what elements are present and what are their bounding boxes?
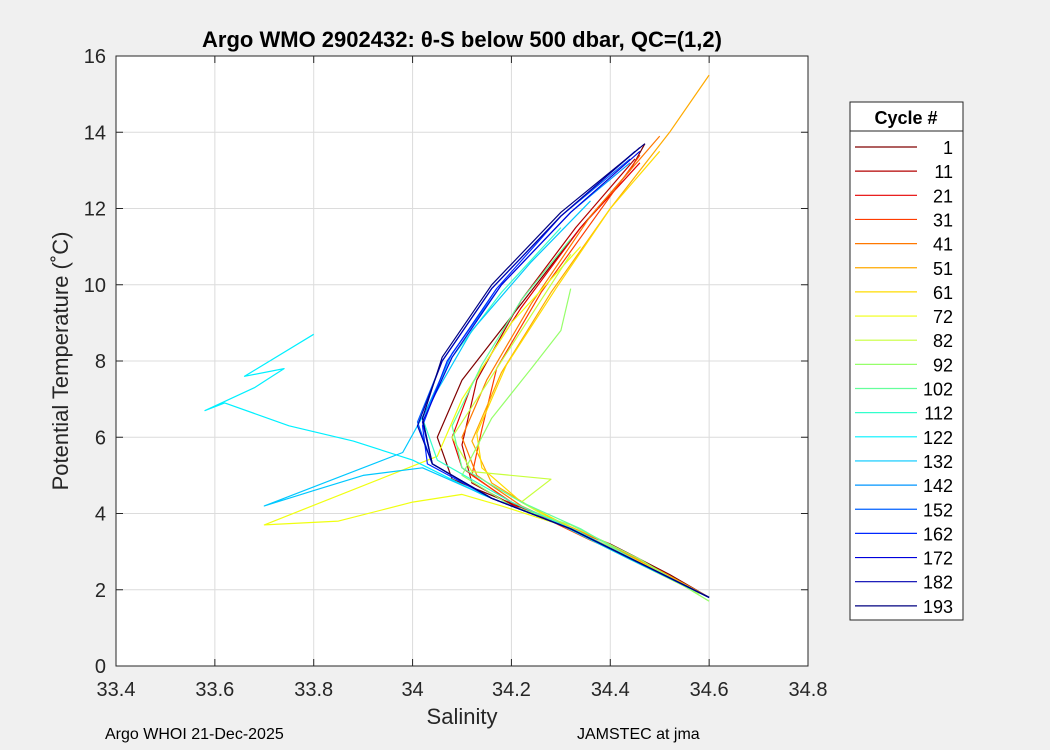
legend-label: 152 xyxy=(923,500,953,520)
y-axis: 0 2 4 6 8 10 12 14 16 xyxy=(84,46,808,678)
y-tick-label: 0 xyxy=(95,656,106,678)
legend-label: 142 xyxy=(923,476,953,496)
legend-label: 92 xyxy=(933,355,953,375)
x-tick-label: 34.6 xyxy=(690,679,729,701)
legend-entries: 1112131415161728292102112122132142152162… xyxy=(855,138,953,617)
y-tick-label: 14 xyxy=(84,122,106,144)
x-tick-label: 33.4 xyxy=(97,679,136,701)
legend-label: 193 xyxy=(923,597,953,617)
series-line-cycle-193 xyxy=(421,143,710,598)
x-axis-label: Salinity xyxy=(427,704,498,729)
legend-label: 102 xyxy=(923,380,953,400)
series-line-cycle-102 xyxy=(451,238,710,598)
legend: Cycle # 11121314151617282921021121221321… xyxy=(849,101,964,621)
x-tick-label: 33.8 xyxy=(294,679,333,701)
series-line-cycle-92 xyxy=(461,288,710,602)
legend-label: 21 xyxy=(933,186,953,206)
x-tick-label: 34.4 xyxy=(591,679,630,701)
legend-label: 11 xyxy=(934,162,953,182)
legend-label: 1 xyxy=(943,138,953,158)
y-tick-label: 8 xyxy=(95,351,106,373)
legend-label: 132 xyxy=(923,452,953,472)
y-tick-label: 6 xyxy=(95,427,106,449)
footer-right: JAMSTEC at jma xyxy=(577,726,700,743)
y-tick-label: 4 xyxy=(95,504,106,526)
series-group xyxy=(204,74,710,602)
series-line-cycle-51 xyxy=(471,74,710,598)
y-tick-label: 2 xyxy=(95,580,106,602)
legend-label: 41 xyxy=(933,235,953,255)
legend-label: 172 xyxy=(923,549,953,569)
x-axis: 33.4 33.6 33.8 34 34.2 34.4 34.6 34.8 xyxy=(97,56,828,701)
x-tick-label: 34.8 xyxy=(789,679,828,701)
legend-title: Cycle # xyxy=(874,108,937,128)
y-tick-label: 12 xyxy=(84,199,106,221)
legend-label: 51 xyxy=(933,259,953,279)
legend-label: 112 xyxy=(924,404,953,424)
legend-label: 31 xyxy=(933,210,953,230)
legend-label: 122 xyxy=(923,428,953,448)
x-tick-label: 34.2 xyxy=(492,679,531,701)
legend-label: 72 xyxy=(933,307,953,327)
legend-label: 162 xyxy=(923,524,953,544)
legend-label: 82 xyxy=(933,331,953,351)
y-axis-label: Potential Temperature (˚C) xyxy=(48,232,73,491)
y-tick-label: 16 xyxy=(84,46,106,68)
footer-left: Argo WHOI 21-Dec-2025 xyxy=(105,726,284,743)
y-tick-label: 10 xyxy=(84,275,106,297)
chart-title: Argo WMO 2902432: θ-S below 500 dbar, QC… xyxy=(202,27,722,52)
x-tick-label: 33.6 xyxy=(195,679,234,701)
legend-label: 61 xyxy=(933,283,953,303)
legend-label: 182 xyxy=(923,573,953,593)
x-tick-label: 34 xyxy=(401,679,423,701)
